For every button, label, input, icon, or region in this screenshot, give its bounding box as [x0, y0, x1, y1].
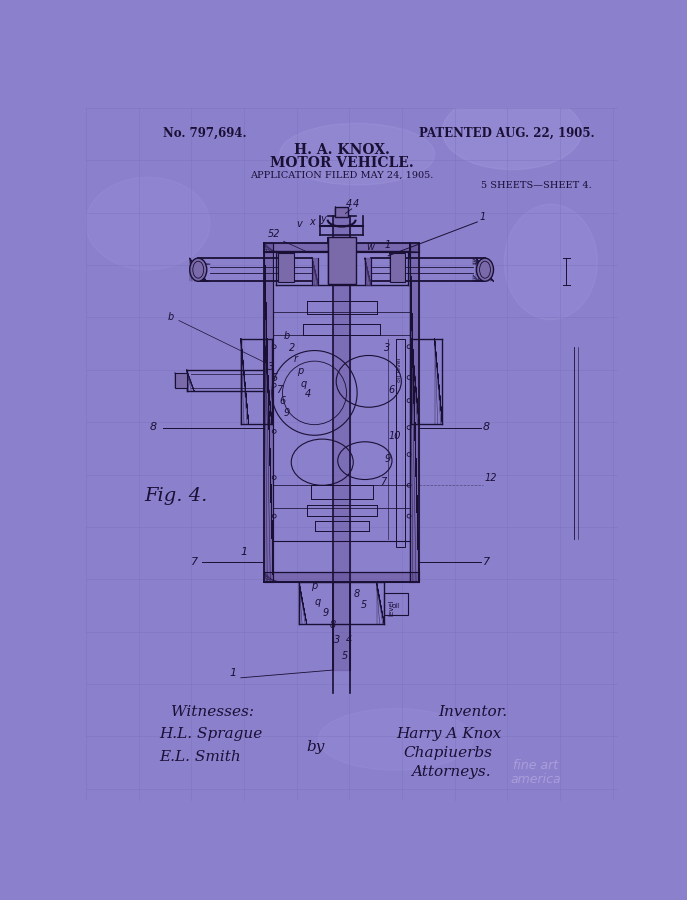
Polygon shape [264, 572, 419, 581]
Text: 8: 8 [353, 589, 359, 599]
Text: APPLICATION FILED MAY 24, 1905.: APPLICATION FILED MAY 24, 1905. [250, 171, 433, 180]
Bar [175, 373, 187, 388]
Text: 10: 10 [388, 431, 401, 441]
Bar [328, 238, 356, 284]
Text: 1: 1 [229, 669, 236, 679]
Ellipse shape [318, 708, 473, 770]
Text: Harry A Knox: Harry A Knox [396, 727, 501, 741]
Text: america: america [510, 772, 561, 786]
Ellipse shape [190, 258, 207, 281]
Ellipse shape [504, 204, 598, 320]
Text: y: y [320, 214, 326, 224]
Text: 6: 6 [280, 396, 286, 407]
Text: q: q [300, 379, 307, 389]
Text: 5: 5 [272, 374, 278, 383]
Text: 4: 4 [346, 199, 352, 209]
Text: E.L. Smith: E.L. Smith [159, 750, 241, 764]
Text: 7: 7 [381, 477, 387, 487]
Text: 5 SHEETS—SHEET 4.: 5 SHEETS—SHEET 4. [481, 181, 592, 190]
Text: Witnesses:: Witnesses: [171, 706, 254, 719]
Text: 3: 3 [268, 362, 274, 372]
Ellipse shape [280, 123, 435, 185]
Text: Attorneys.: Attorneys. [412, 765, 491, 779]
Polygon shape [264, 243, 419, 252]
Text: PATENTED AUG. 22, 1905.: PATENTED AUG. 22, 1905. [419, 127, 595, 140]
Text: H. A. KNOX.: H. A. KNOX. [293, 143, 390, 157]
Text: Chapiuerbs: Chapiuerbs [404, 746, 493, 760]
Text: p: p [297, 366, 304, 376]
Bar [278, 253, 293, 282]
Text: MOTOR VEHICLE.: MOTOR VEHICLE. [270, 157, 414, 170]
Text: Fig. 4.: Fig. 4. [144, 487, 207, 505]
Text: 6: 6 [388, 385, 394, 395]
Text: 3: 3 [334, 635, 340, 645]
Text: 52: 52 [268, 230, 280, 239]
Text: 9: 9 [322, 608, 328, 618]
Text: b: b [167, 311, 174, 322]
Text: q: q [315, 597, 321, 607]
Text: 3: 3 [384, 343, 390, 353]
Polygon shape [365, 258, 371, 285]
Text: 7: 7 [275, 385, 282, 395]
Text: v: v [297, 220, 302, 230]
Text: 9: 9 [384, 454, 390, 464]
Text: 1: 1 [480, 212, 486, 222]
Text: H.L. Sprague: H.L. Sprague [159, 727, 262, 741]
Polygon shape [264, 243, 273, 581]
Text: No. 797,694.: No. 797,694. [164, 127, 247, 140]
Bar [384, 593, 407, 615]
Text: 8: 8 [330, 620, 336, 630]
Text: p: p [311, 581, 317, 591]
Text: 12: 12 [485, 473, 497, 483]
Text: 1: 1 [241, 546, 248, 556]
Text: 4: 4 [304, 389, 311, 399]
Text: fine art: fine art [513, 759, 558, 771]
Text: x: x [309, 217, 315, 227]
Text: 2: 2 [289, 343, 295, 353]
Bar [335, 207, 348, 217]
Text: 7: 7 [483, 556, 490, 567]
Text: oil level: oil level [397, 358, 403, 382]
Ellipse shape [442, 93, 582, 169]
Ellipse shape [477, 258, 493, 281]
Text: level: level [388, 599, 394, 616]
Bar [396, 339, 405, 547]
Text: 4: 4 [346, 635, 352, 645]
Text: 7: 7 [190, 556, 198, 567]
Text: 4: 4 [353, 199, 359, 209]
Text: 8: 8 [483, 422, 490, 432]
Polygon shape [312, 258, 318, 285]
Ellipse shape [86, 177, 210, 270]
Text: Inventor.: Inventor. [438, 706, 508, 719]
Text: b: b [284, 331, 290, 341]
Text: 1: 1 [384, 240, 390, 250]
Text: r: r [293, 354, 297, 364]
Text: 5: 5 [341, 651, 348, 661]
Text: oil: oil [391, 604, 399, 609]
Text: 5: 5 [361, 600, 368, 610]
Text: by: by [307, 740, 325, 754]
Text: 8: 8 [150, 422, 157, 432]
Text: 9: 9 [284, 408, 290, 418]
Text: w: w [366, 242, 374, 253]
Bar [390, 253, 405, 282]
Polygon shape [410, 243, 419, 581]
